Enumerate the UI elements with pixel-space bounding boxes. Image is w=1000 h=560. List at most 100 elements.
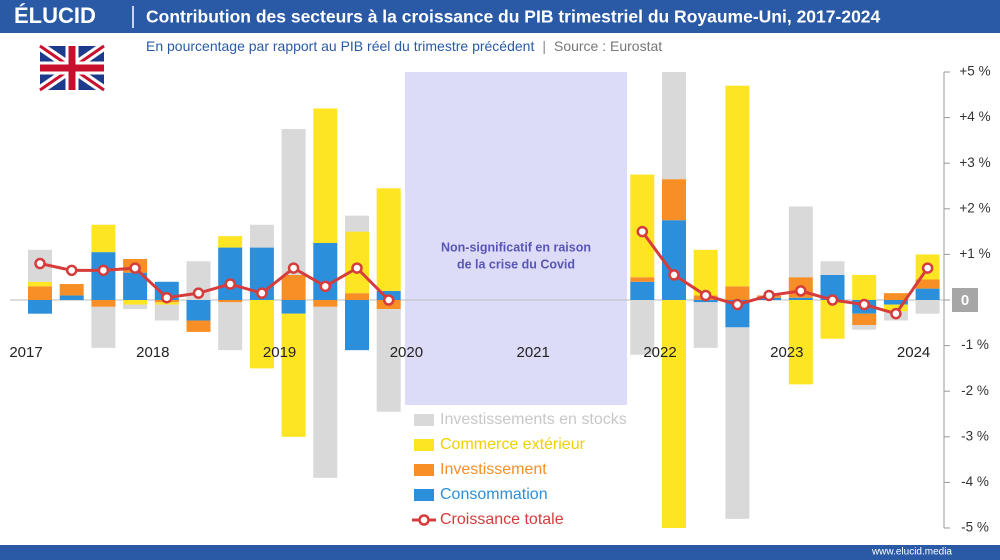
bar: [883, 300, 908, 305]
total-point: [319, 280, 332, 293]
legend-point: [418, 514, 430, 526]
total-point: [287, 262, 300, 274]
x-tick-label: 2022: [643, 344, 676, 361]
total-point: [97, 264, 110, 277]
legend-label: Croissance totale: [440, 511, 564, 528]
bar: [218, 300, 243, 303]
legend-label: Investissement: [440, 461, 547, 478]
y-tick-label: -4 %: [961, 474, 989, 489]
total-point: [224, 278, 236, 290]
bar: [662, 300, 686, 528]
uk-flag: [37, 42, 107, 94]
source: Source : Eurostat: [554, 38, 662, 54]
y-tick-label: -2 %: [961, 383, 989, 398]
total-point: [161, 291, 173, 304]
total-point: [795, 285, 807, 297]
bar: [820, 261, 845, 275]
x-tick-label: 2024: [897, 344, 930, 361]
total-point: [826, 294, 839, 306]
bar: [313, 108, 338, 243]
bar: [281, 274, 306, 300]
y-tick-label: +3 %: [959, 155, 990, 170]
legend-label: Consommation: [440, 486, 548, 503]
bar: [28, 281, 52, 287]
bar: [91, 224, 116, 253]
footer-bar: [0, 545, 1000, 560]
zero-badge: [952, 288, 978, 312]
bar: [376, 309, 401, 412]
y-tick-label: +5 %: [959, 64, 990, 79]
total-point: [65, 264, 78, 277]
legend-swatch: [414, 489, 434, 501]
bar: [59, 284, 84, 296]
footer: www.elucid.media: [871, 547, 952, 558]
y-tick-label: 0: [961, 292, 969, 309]
bar: [376, 188, 401, 291]
bar: [154, 304, 179, 321]
bar: [788, 297, 813, 300]
bar: [630, 281, 655, 300]
bar: [630, 277, 655, 282]
annotation: Non-significatif en raison: [441, 240, 591, 254]
bar: [186, 300, 211, 321]
bar: [91, 306, 116, 348]
x-tick-label: 2020: [390, 344, 423, 361]
x-tick-label: 2017: [9, 344, 42, 361]
bar: [852, 325, 877, 330]
bar: [345, 293, 369, 300]
bar: [313, 306, 338, 478]
bar: [281, 313, 306, 437]
total-point: [668, 269, 680, 281]
bar: [852, 274, 877, 300]
total-point: [382, 294, 395, 306]
bar: [218, 247, 243, 300]
legend-swatch: [414, 464, 434, 476]
bar: [345, 215, 369, 232]
brand: ÉLUCID: [14, 3, 96, 28]
covid-zone: [405, 72, 627, 405]
legend-swatch: [414, 439, 434, 451]
total-point: [636, 225, 649, 238]
y-tick-label: +4 %: [959, 109, 990, 124]
legend-label: Commerce extérieur: [440, 436, 586, 453]
y-tick-label: -5 %: [961, 520, 989, 535]
x-tick-label: 2021: [517, 344, 550, 361]
annotation: de la crise du Covid: [457, 257, 575, 271]
total-point: [763, 289, 775, 302]
total-point: [34, 257, 46, 270]
header-bar: [0, 0, 1000, 33]
chart-title: Contribution des secteurs à la croissanc…: [146, 7, 881, 27]
bar: [630, 300, 655, 355]
separator: |: [542, 38, 546, 54]
total-point: [351, 262, 363, 274]
bar: [218, 302, 243, 351]
bar: [725, 85, 750, 287]
bar: [281, 300, 306, 314]
total-point: [731, 298, 744, 311]
total-point: [256, 287, 268, 299]
bar: [662, 220, 686, 300]
bar: [915, 279, 940, 289]
bar: [345, 300, 369, 351]
bar: [28, 300, 52, 314]
bar: [28, 286, 52, 300]
bar: [788, 300, 813, 385]
bar: [662, 179, 686, 221]
bar: [725, 327, 750, 519]
bar: [788, 206, 813, 278]
bar: [915, 300, 940, 314]
y-tick-label: -3 %: [961, 428, 989, 443]
total-point: [890, 307, 902, 320]
bar: [313, 300, 338, 307]
bar: [820, 300, 845, 339]
y-tick-label: +1 %: [959, 246, 990, 261]
bar: [852, 313, 877, 326]
bar: [91, 300, 116, 307]
x-tick-label: 2019: [263, 344, 296, 361]
chart-subtitle: En pourcentage par rapport au PIB réel d…: [146, 38, 662, 54]
bar: [693, 302, 718, 348]
bar: [123, 300, 148, 305]
bar: [123, 304, 148, 310]
total-point: [699, 289, 712, 302]
